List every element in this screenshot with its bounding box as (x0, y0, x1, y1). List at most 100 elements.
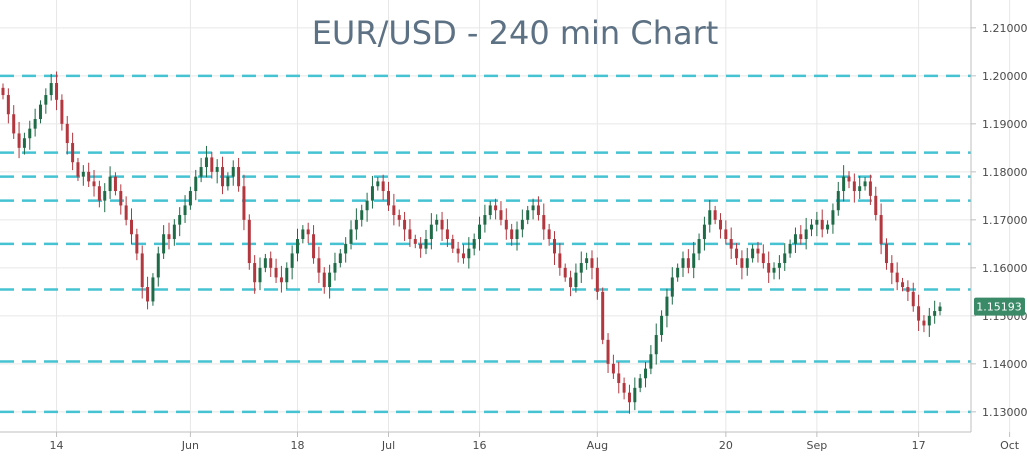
candle-body (483, 215, 487, 225)
candle-body (215, 167, 219, 172)
candle-body (156, 253, 160, 278)
candle-body (119, 191, 123, 206)
x-tick-label: 14 (50, 439, 64, 452)
candle-body (793, 234, 797, 244)
candle-body (226, 176, 230, 187)
candle-body (601, 291, 605, 340)
candle-body (381, 181, 385, 192)
candle-body (553, 239, 557, 254)
y-tick-label: 1.20000 (982, 70, 1027, 83)
candle-body (295, 239, 299, 254)
candle-body (172, 224, 176, 240)
candle-body (285, 267, 289, 283)
y-tick-label: 1.19000 (982, 118, 1027, 131)
candle-body (317, 258, 321, 273)
candle-body (906, 287, 910, 292)
candle-body (831, 210, 835, 225)
candle-body (676, 267, 680, 278)
x-tick-label: Aug (587, 439, 608, 452)
last-price-label: 1.15193 (976, 301, 1022, 314)
candle-body (820, 219, 824, 230)
candle-body (767, 263, 771, 273)
candle-body (810, 224, 814, 230)
candle-body (424, 239, 428, 249)
candle-body (515, 229, 519, 240)
candle-body (611, 363, 615, 374)
candle-body (12, 114, 16, 134)
y-tick-label: 1.18000 (982, 166, 1027, 179)
candle-body (360, 210, 364, 220)
candle-body (349, 229, 353, 244)
candle-body (938, 306, 942, 312)
candle-body (92, 181, 96, 187)
candle-body (253, 263, 257, 283)
candle-body (258, 267, 262, 283)
candle-body (354, 219, 358, 230)
candle-body (365, 200, 369, 211)
chart-title: EUR/USD - 240 min Chart (312, 14, 719, 52)
candle-body (917, 306, 921, 321)
last-price-badge (974, 297, 1025, 316)
x-tick-label: Jul (381, 439, 395, 452)
candle-body (697, 239, 701, 254)
candle-body (702, 224, 706, 240)
candle-body (627, 392, 631, 403)
candle-body (547, 229, 551, 240)
candle-body (713, 210, 717, 220)
candle-body (735, 248, 739, 259)
x-tick-label: 20 (719, 439, 733, 452)
candle-body (718, 219, 722, 230)
candle-body (531, 205, 535, 211)
candle-body (204, 157, 208, 168)
candle-body (124, 205, 128, 220)
y-tick-label: 1.16000 (982, 262, 1027, 275)
candle-body (451, 239, 455, 249)
candle-body (194, 176, 198, 192)
candle-body (76, 162, 80, 177)
candle-body (178, 215, 182, 225)
candle-body (376, 181, 380, 187)
candle-body (274, 267, 278, 278)
y-tick-label: 1.13000 (982, 406, 1027, 419)
candle-body (370, 186, 374, 201)
candle-body (499, 210, 503, 220)
candle-body (563, 267, 567, 278)
candle-body (429, 224, 433, 240)
candle-body (890, 263, 894, 273)
candle-body (836, 191, 840, 211)
candle-body (140, 253, 144, 288)
candle-body (397, 215, 401, 220)
candle-body (71, 143, 75, 163)
candle-body (788, 243, 792, 254)
candle-body (654, 335, 658, 355)
candle-body (478, 224, 482, 240)
candle-body (847, 176, 851, 182)
candle-body (510, 229, 514, 240)
candlestick-series (1, 71, 942, 414)
candle-body (745, 258, 749, 268)
candle-body (247, 219, 251, 264)
candle-body (569, 277, 573, 288)
candle-body (558, 253, 562, 268)
candle-body (472, 239, 476, 249)
candle-body (151, 277, 155, 302)
candle-body (756, 248, 760, 254)
candle-body (210, 157, 214, 172)
support-resistance-levels (0, 74, 971, 414)
candle-body (408, 229, 412, 240)
candle-body (901, 282, 905, 288)
candle-body (633, 387, 637, 403)
x-tick-label: Sep (806, 439, 827, 452)
candle-body (467, 248, 471, 259)
x-tick-label: 18 (290, 439, 304, 452)
candle-body (387, 191, 391, 206)
candle-body (22, 138, 26, 148)
x-tick-label: Oct (1000, 439, 1020, 452)
candle-body (237, 167, 241, 187)
candle-body (804, 229, 808, 240)
candle-body (681, 258, 685, 268)
y-tick-label: 1.14000 (982, 358, 1027, 371)
candle-body (65, 123, 69, 144)
